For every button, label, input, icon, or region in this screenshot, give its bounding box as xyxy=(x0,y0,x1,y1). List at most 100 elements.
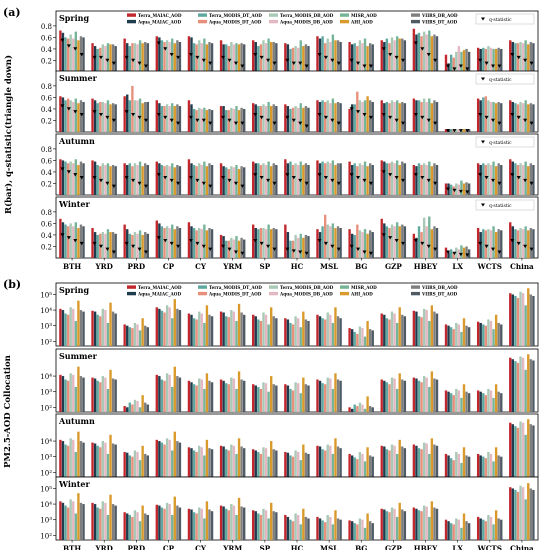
bar xyxy=(176,505,179,540)
bar xyxy=(240,43,243,72)
bar xyxy=(72,102,75,132)
bar xyxy=(521,487,525,540)
bar xyxy=(222,312,225,346)
bar xyxy=(267,224,270,258)
bar xyxy=(208,509,211,540)
bar xyxy=(307,165,310,195)
bar xyxy=(294,163,297,195)
q-statistic-marker xyxy=(465,129,470,133)
bar xyxy=(237,497,241,540)
bar xyxy=(390,507,394,540)
bar xyxy=(178,310,182,346)
bar xyxy=(428,216,431,258)
q-statistic-marker xyxy=(240,64,245,68)
bar xyxy=(144,42,147,72)
y-tick-label: 0.6 xyxy=(41,94,53,102)
bar xyxy=(235,514,238,540)
bar xyxy=(160,106,164,132)
bar xyxy=(82,442,85,477)
bar xyxy=(336,518,340,540)
bar xyxy=(267,102,270,132)
bar xyxy=(447,391,450,412)
x-tick-label: LX xyxy=(452,262,463,271)
q-statistic-marker xyxy=(227,178,232,183)
bar xyxy=(219,379,223,412)
bar xyxy=(270,229,273,258)
bar xyxy=(398,226,401,258)
bar xyxy=(430,305,434,346)
bar xyxy=(514,295,517,346)
bar xyxy=(422,376,426,412)
bar xyxy=(336,40,340,72)
bar xyxy=(190,163,193,195)
bar xyxy=(420,36,423,72)
bar xyxy=(77,165,80,195)
bar xyxy=(163,228,166,258)
bar xyxy=(91,98,94,132)
bar xyxy=(452,252,455,258)
q-statistic-marker xyxy=(368,181,373,186)
q-statistic-marker xyxy=(253,53,258,57)
q-statistic-marker xyxy=(92,55,97,60)
bar xyxy=(529,163,533,195)
bar xyxy=(398,373,401,412)
bar xyxy=(385,226,389,258)
bar xyxy=(176,104,179,132)
bar xyxy=(270,166,273,195)
bar xyxy=(329,163,332,195)
bar xyxy=(272,42,275,72)
q-statistic-marker xyxy=(433,181,438,186)
q-statistic-marker xyxy=(143,64,148,68)
q-statistic-marker xyxy=(201,118,206,123)
bar xyxy=(146,514,149,540)
q-statistic-marker xyxy=(516,115,521,120)
bar xyxy=(126,325,129,346)
bar xyxy=(299,40,302,72)
bar xyxy=(272,104,275,132)
bar xyxy=(99,447,102,477)
bar xyxy=(307,320,310,346)
bar xyxy=(494,384,498,412)
bar xyxy=(326,224,329,258)
q-statistic-marker xyxy=(529,181,534,186)
bar xyxy=(532,295,535,346)
bar xyxy=(430,438,434,477)
bar xyxy=(433,100,436,132)
bar xyxy=(353,404,356,412)
bar xyxy=(500,165,503,195)
bar xyxy=(144,402,147,412)
y-tick-label: 10⁵ xyxy=(40,291,52,299)
q-statistic-marker xyxy=(66,107,71,111)
bar xyxy=(321,449,324,477)
bar xyxy=(93,443,97,477)
bar xyxy=(101,376,104,412)
bar xyxy=(192,165,196,195)
bar xyxy=(272,449,275,477)
bar xyxy=(361,519,364,540)
bar xyxy=(131,328,134,346)
bar xyxy=(455,388,458,412)
bar xyxy=(69,307,72,346)
bar xyxy=(532,360,535,412)
bar xyxy=(511,424,515,477)
bar xyxy=(136,401,139,412)
bar xyxy=(203,455,206,477)
bar xyxy=(254,450,257,477)
bar xyxy=(455,51,458,72)
bar xyxy=(297,47,300,72)
bar xyxy=(336,316,340,346)
bar xyxy=(133,510,137,540)
bar xyxy=(366,233,369,258)
bar xyxy=(69,499,72,540)
bar xyxy=(289,161,292,195)
q-statistic-marker xyxy=(362,113,367,117)
bar xyxy=(109,434,112,477)
bar xyxy=(363,100,367,132)
bar xyxy=(356,524,359,540)
bar xyxy=(160,310,164,346)
bar xyxy=(425,506,428,540)
bar xyxy=(294,450,297,477)
bar xyxy=(155,220,158,258)
q-statistic-marker xyxy=(523,118,528,123)
bar xyxy=(131,516,134,540)
